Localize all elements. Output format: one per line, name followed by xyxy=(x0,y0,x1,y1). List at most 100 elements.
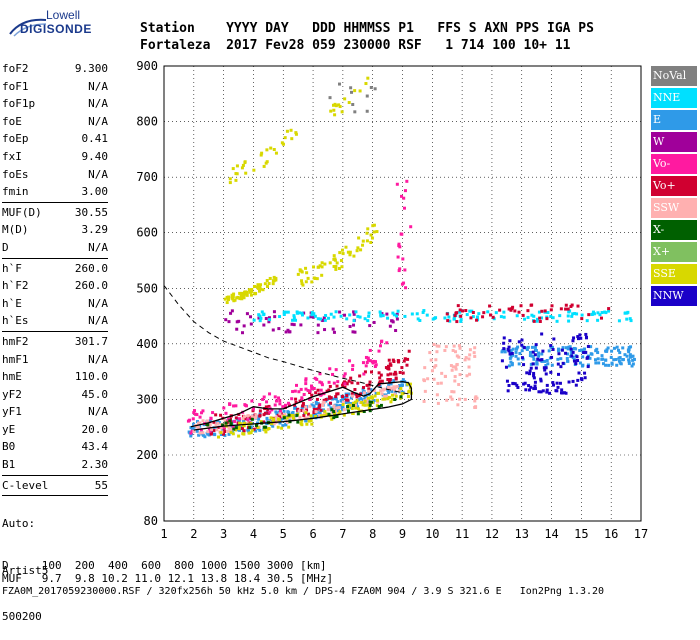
echo-point xyxy=(257,417,261,421)
echo-point xyxy=(390,389,394,393)
echo-point xyxy=(272,310,276,314)
echo-point xyxy=(245,293,249,297)
echo-point xyxy=(535,317,539,321)
echo-point xyxy=(500,350,504,354)
echo-point xyxy=(375,398,379,402)
echo-point xyxy=(257,316,261,320)
echo-point xyxy=(443,316,447,320)
echo-point xyxy=(597,361,601,365)
echo-point xyxy=(346,250,350,254)
echo-point xyxy=(240,291,244,295)
param-name: C-level xyxy=(2,478,49,492)
echo-point xyxy=(549,314,553,318)
echo-point xyxy=(245,404,249,408)
echo-point xyxy=(304,280,308,284)
echo-point xyxy=(628,317,632,321)
echo-point xyxy=(374,363,378,367)
echo-point xyxy=(347,101,351,105)
echo-point xyxy=(365,383,369,387)
echo-point xyxy=(237,434,241,438)
echo-point xyxy=(201,433,205,437)
echo-point xyxy=(327,388,331,392)
echo-point xyxy=(435,350,439,354)
echo-point xyxy=(342,413,346,417)
echo-point xyxy=(308,389,312,393)
echo-point xyxy=(258,319,262,323)
echo-point xyxy=(334,310,338,314)
echo-point xyxy=(621,358,625,362)
echo-point xyxy=(529,362,533,366)
echo-point xyxy=(208,419,212,423)
param-row: hmE 110.0 xyxy=(2,368,108,386)
echo-point xyxy=(535,362,539,366)
echo-point xyxy=(217,420,221,424)
echo-point xyxy=(312,407,316,411)
echo-point xyxy=(586,365,590,369)
echo-point xyxy=(281,405,285,409)
echo-point xyxy=(310,280,314,284)
echo-point xyxy=(374,391,378,395)
echo-point xyxy=(590,352,594,356)
echo-point xyxy=(372,320,376,324)
echo-point xyxy=(268,392,272,396)
echo-point xyxy=(375,404,379,408)
echo-point xyxy=(566,307,570,311)
echo-point xyxy=(576,335,580,339)
echo-point xyxy=(302,414,306,418)
echo-point xyxy=(626,310,630,314)
echo-point xyxy=(631,358,635,362)
echo-point xyxy=(306,276,310,280)
echo-point xyxy=(286,420,290,424)
param-row: hmF2 301.7 xyxy=(2,333,108,351)
echo-point xyxy=(508,356,512,360)
echo-point xyxy=(457,344,461,348)
echo-point xyxy=(398,267,402,271)
echo-point xyxy=(312,276,316,280)
y-tick-label: 300 xyxy=(136,392,158,406)
echo-point xyxy=(569,304,573,308)
echo-point xyxy=(343,385,347,389)
echo-point xyxy=(354,406,358,410)
echo-point xyxy=(489,313,493,317)
echo-point xyxy=(370,395,374,399)
echo-point xyxy=(227,432,231,436)
echo-point xyxy=(366,227,370,231)
echo-point xyxy=(422,379,426,383)
echo-point xyxy=(374,360,378,364)
echo-point xyxy=(322,316,326,320)
echo-point xyxy=(238,421,242,425)
echo-point xyxy=(520,343,524,347)
echo-point xyxy=(504,365,508,369)
echo-point xyxy=(559,307,563,311)
echo-point xyxy=(458,373,462,377)
echo-point xyxy=(310,387,314,391)
echo-point xyxy=(511,305,515,309)
echo-point xyxy=(396,359,400,363)
echo-point xyxy=(402,206,406,210)
echo-point xyxy=(304,405,308,409)
echo-point xyxy=(212,432,216,436)
echo-point xyxy=(373,388,377,392)
echo-point xyxy=(312,415,316,419)
echo-point xyxy=(317,406,321,410)
echo-point xyxy=(368,409,372,413)
echo-point xyxy=(372,398,376,402)
echo-point xyxy=(526,309,530,313)
echo-point xyxy=(300,311,304,315)
param-value: N/A xyxy=(88,167,108,181)
echo-point xyxy=(396,255,400,259)
echo-point xyxy=(421,310,425,314)
echo-point xyxy=(320,273,324,277)
echo-point xyxy=(285,416,289,420)
echo-point xyxy=(360,401,364,405)
logo-digisonde: DIGISONDE xyxy=(20,22,92,36)
echo-point xyxy=(315,277,319,281)
echo-point xyxy=(243,417,247,421)
echo-point xyxy=(332,108,336,112)
echo-point xyxy=(343,372,347,376)
echo-point xyxy=(336,404,340,408)
echo-point xyxy=(189,431,193,435)
echo-point xyxy=(531,362,535,366)
echo-point xyxy=(362,391,366,395)
echo-point xyxy=(346,405,350,409)
